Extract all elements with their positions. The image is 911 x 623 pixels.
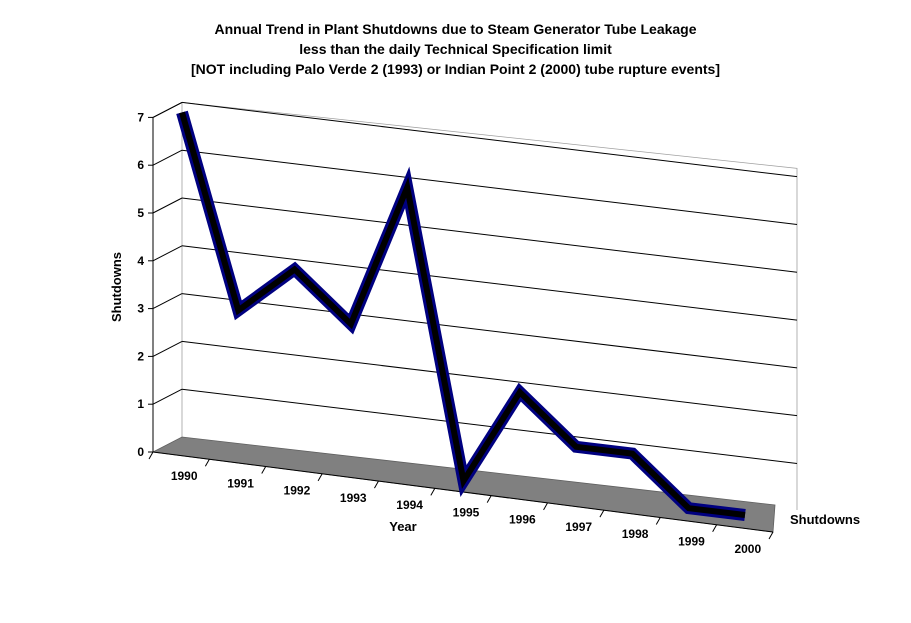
x-tick-mark-9 (655, 517, 661, 525)
x-tick-mark-5 (430, 488, 436, 496)
y-tick-label-1: 1 (137, 397, 144, 411)
gridline-5 (181, 197, 798, 273)
gridlines (152, 101, 798, 464)
x-tick-label-1995: 1995 (453, 505, 480, 519)
gridline-2 (181, 340, 798, 417)
chart-title: Annual Trend in Plant Shutdowns due to S… (0, 19, 911, 79)
x-tick-mark-3 (317, 473, 323, 482)
x-tick-mark-1 (204, 459, 210, 467)
x-axis-title: Year (389, 519, 416, 534)
back-wall-outline (181, 101, 798, 510)
side-gridline-3 (152, 293, 183, 310)
y-tick-label-5: 5 (137, 206, 144, 220)
chart-title-line-3: [NOT including Palo Verde 2 (1993) or In… (191, 61, 720, 77)
gridline-7 (181, 101, 798, 178)
y-tick-label-3: 3 (137, 302, 144, 316)
x-tick-label-1990: 1990 (171, 469, 198, 483)
gridline-3 (181, 293, 798, 369)
x-tick-label-1997: 1997 (565, 520, 592, 534)
x-tick-label-1993: 1993 (340, 491, 367, 505)
x-tick-label-1999: 1999 (678, 534, 705, 548)
y-tick-label-7: 7 (137, 110, 144, 124)
series-axis-label: Shutdowns (790, 512, 860, 527)
x-tick-mark-6 (486, 495, 492, 503)
x-tick-mark-0 (148, 451, 154, 460)
gridline-6 (181, 149, 798, 225)
series-line-core (179, 111, 746, 518)
axes (148, 116, 774, 540)
side-gridline-2 (152, 340, 183, 357)
x-tick-label-2000: 2000 (734, 542, 761, 556)
tick-labels: 0 1 2 3 4 5 6 7 1990 1991 1992 1993 1994 1995 1996 1997… (137, 110, 761, 555)
x-tick-mark-7 (543, 502, 548, 511)
side-gridline-6 (152, 149, 183, 166)
gridline-1 (181, 388, 798, 464)
chart-title-line-1: Annual Trend in Plant Shutdowns due to S… (214, 21, 697, 37)
x-tick-label-1991: 1991 (227, 476, 254, 490)
x-tick-mark-10 (712, 524, 718, 532)
y-tick-label-6: 6 (137, 158, 144, 172)
side-gridline-1 (152, 388, 183, 405)
chart-title-line-2: less than the daily Technical Specificat… (299, 41, 612, 57)
x-tick-mark-11 (768, 531, 774, 540)
side-wall-outline (152, 101, 183, 452)
y-tick-label-4: 4 (137, 254, 144, 268)
side-gridline-5 (152, 197, 183, 214)
side-gridline-4 (152, 245, 183, 262)
gridline-4 (181, 245, 798, 321)
x-tick-label-1994: 1994 (396, 498, 423, 512)
x-tick-mark-2 (261, 466, 267, 474)
side-gridline-7 (152, 101, 183, 118)
x-tick-mark-8 (599, 509, 605, 518)
y-tick-label-2: 2 (137, 349, 144, 363)
series-shutdowns (176, 110, 746, 521)
x-tick-mark-4 (374, 480, 379, 489)
y-axis-title: Shutdowns (109, 252, 124, 322)
x-tick-label-1992: 1992 (284, 484, 311, 498)
y-tick-label-0: 0 (137, 445, 144, 459)
x-tick-label-1998: 1998 (622, 527, 649, 541)
x-tick-label-1996: 1996 (509, 513, 536, 527)
